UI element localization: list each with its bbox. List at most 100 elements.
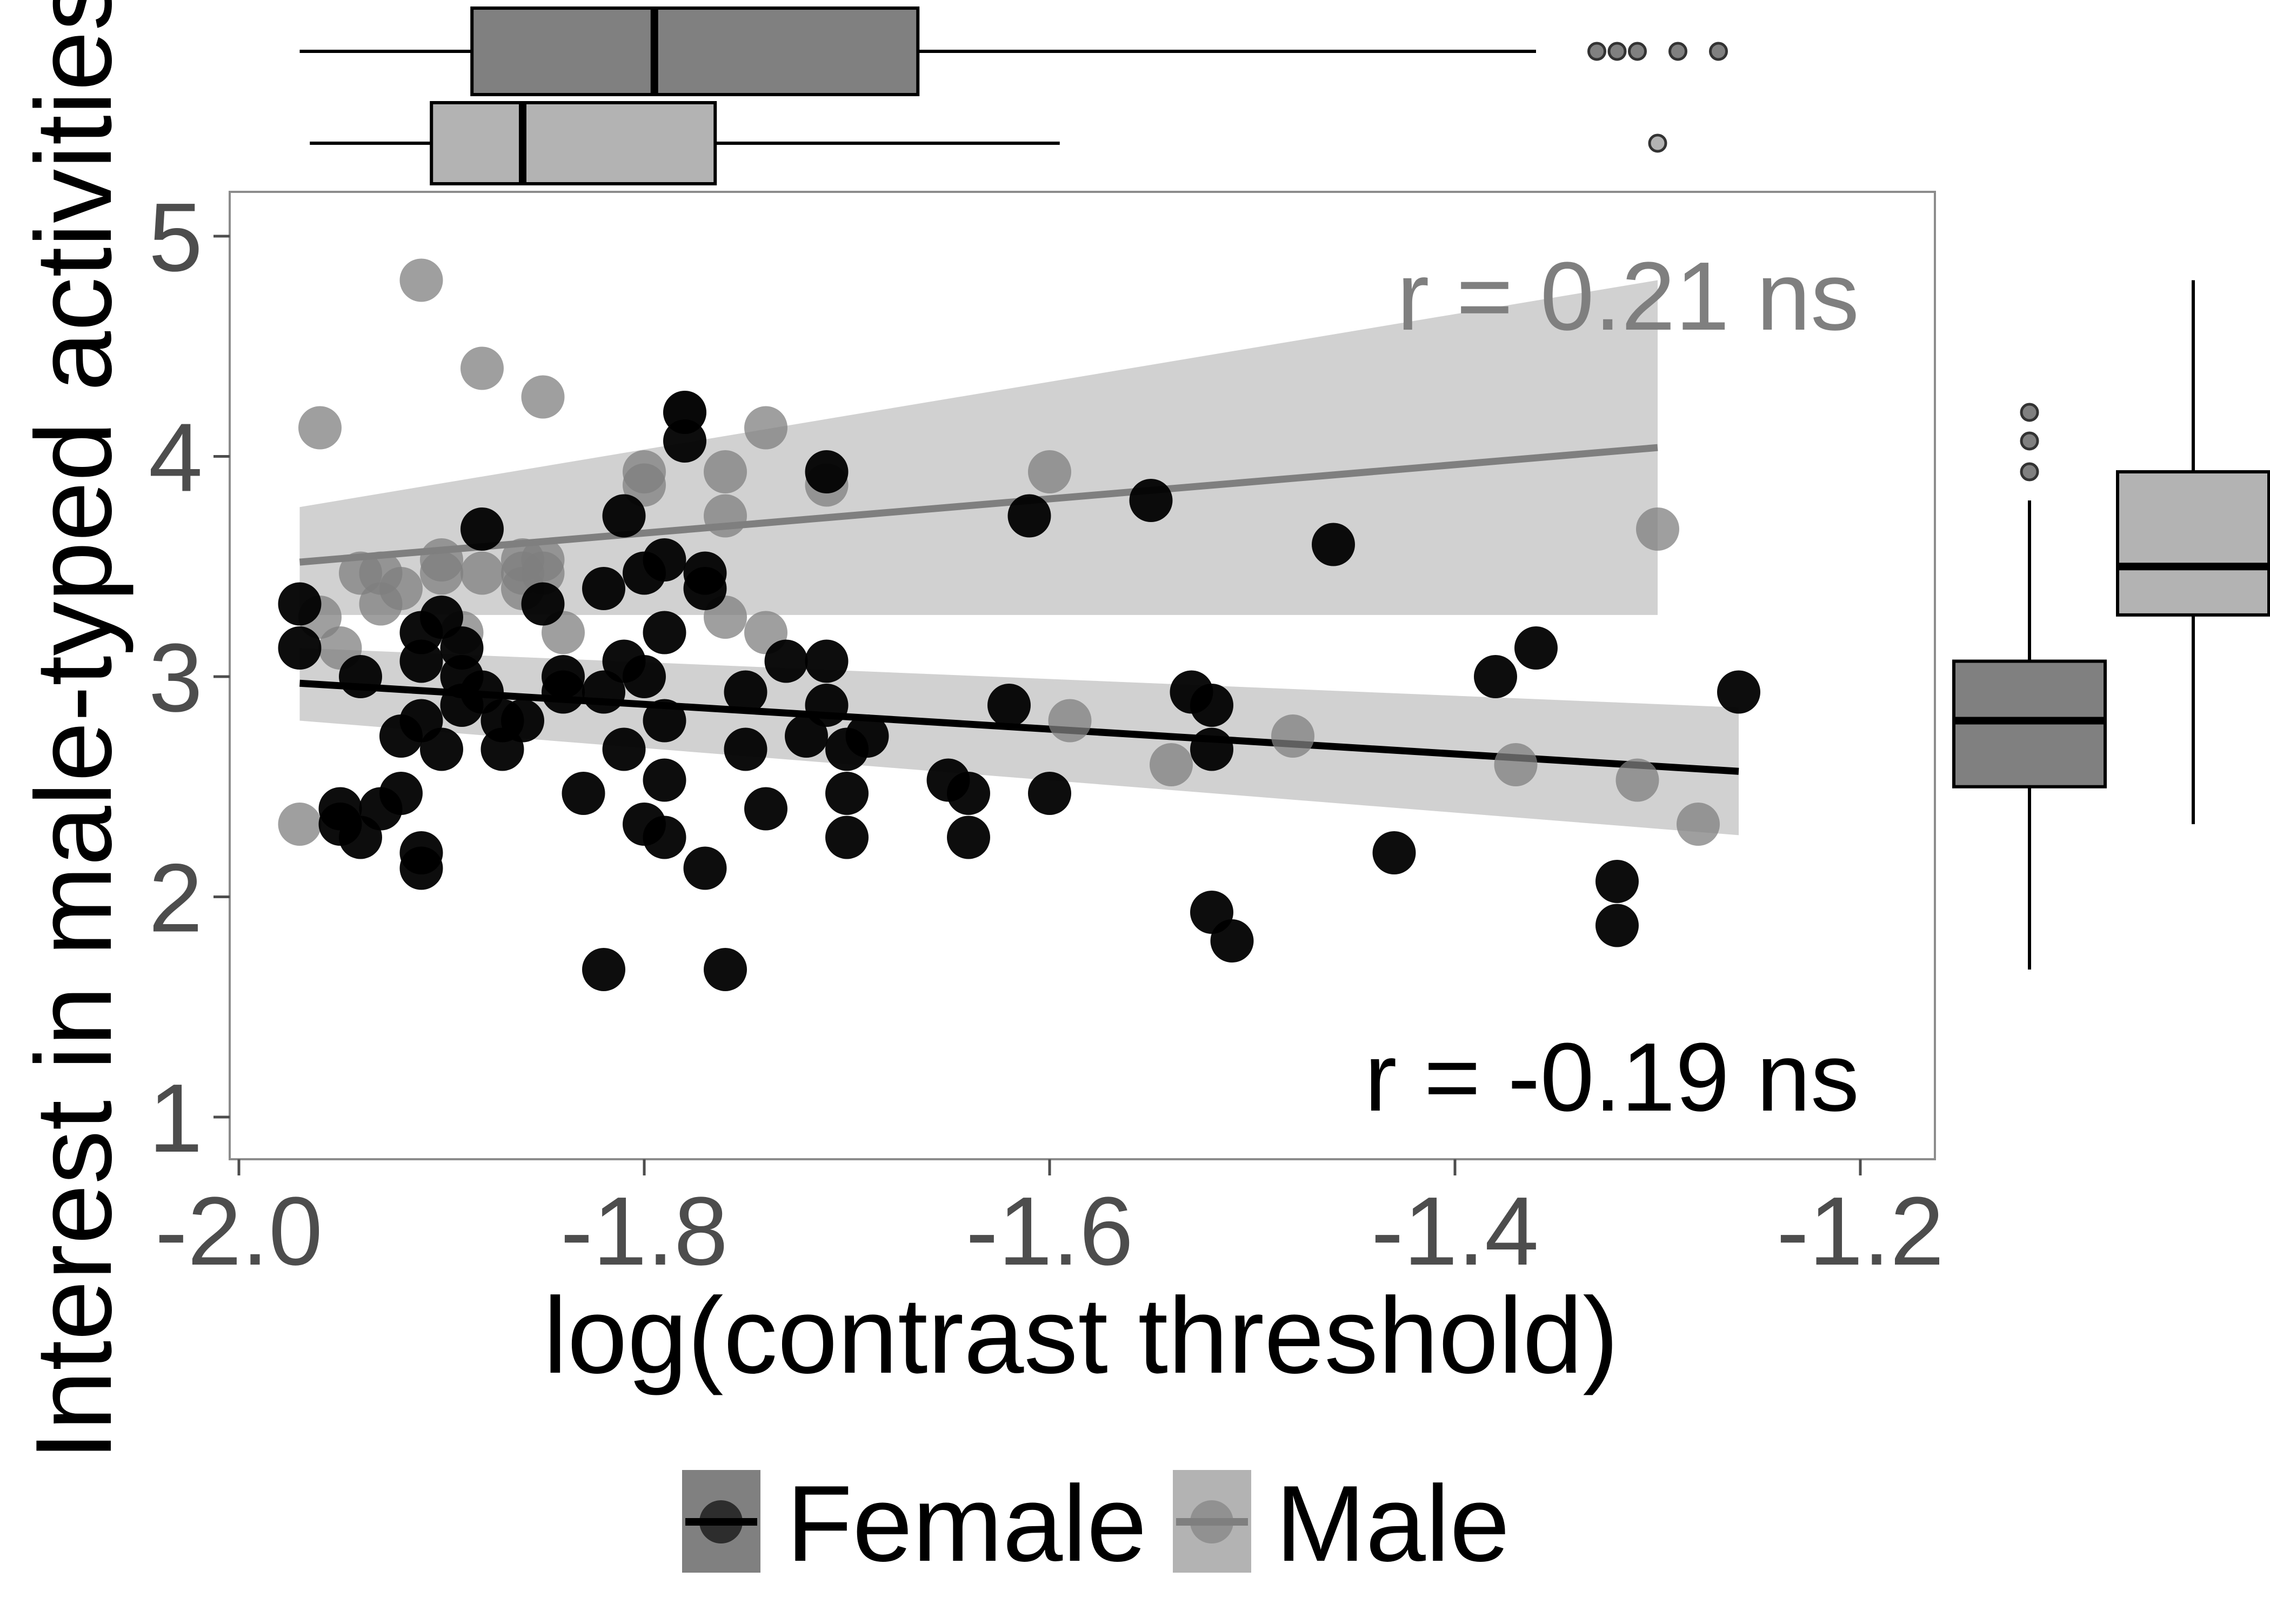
data-point-female: [582, 947, 625, 991]
data-point-female: [643, 816, 686, 859]
y-tick-label: 5: [149, 183, 203, 292]
axes: -2.0 -1.8 -1.6 -1.4 -1.2 1 2 3 4 5: [149, 183, 1944, 1286]
legend-label-female: Female: [786, 1463, 1147, 1584]
data-point-female: [704, 947, 747, 991]
data-point-male: [399, 258, 443, 302]
data-point-female: [460, 507, 504, 551]
data-point-female: [1190, 683, 1233, 727]
data-point-female: [339, 655, 382, 698]
top-outlier-female: [1607, 42, 1627, 61]
right-outlier-female: [2020, 403, 2039, 422]
data-point-female: [379, 771, 423, 815]
data-point-female: [420, 727, 463, 771]
data-point-female: [399, 846, 443, 890]
data-point-female: [582, 670, 625, 714]
x-tick-label: -2.0: [155, 1177, 323, 1286]
data-point-female: [683, 846, 727, 890]
data-point-female: [805, 450, 849, 494]
top-outlier-female: [1709, 42, 1728, 61]
data-point-female: [1372, 831, 1416, 874]
data-point-female: [947, 816, 990, 859]
data-point-male: [420, 538, 463, 582]
x-axis-label: log(contrast threshold): [543, 1275, 1619, 1396]
data-point-female: [724, 670, 767, 714]
right-outlier-female: [2020, 431, 2039, 451]
data-point-female: [602, 494, 646, 538]
x-tick-label: -1.2: [1777, 1177, 1944, 1286]
data-point-female: [1190, 727, 1233, 771]
data-point-female: [683, 551, 727, 595]
data-point-female: [825, 771, 869, 815]
legend: Female Male: [682, 1463, 1510, 1584]
data-point-female: [1312, 523, 1355, 566]
legend-point-female: [699, 1500, 743, 1543]
data-point-female: [562, 771, 605, 815]
data-point-male: [278, 803, 322, 846]
data-point-male: [379, 567, 423, 610]
data-point-female: [947, 771, 990, 815]
y-tick-label: 3: [149, 624, 203, 732]
top-box-male: [430, 101, 717, 185]
top-box-female: [470, 6, 920, 96]
data-point-female: [501, 699, 544, 743]
data-point-female: [1474, 655, 1517, 698]
y-tick-label: 1: [149, 1064, 203, 1173]
right-marginal-boxplots: [1952, 280, 2270, 970]
data-point-female: [663, 391, 706, 434]
data-point-female: [1514, 626, 1558, 670]
data-point-male: [1028, 450, 1071, 494]
data-point-female: [1595, 859, 1639, 903]
data-point-male: [521, 538, 565, 582]
right-box-male: [2116, 470, 2270, 617]
data-point-female: [643, 611, 686, 654]
legend-label-male: Male: [1276, 1463, 1510, 1584]
top-outlier-female: [1668, 42, 1687, 61]
female-correlation-annotation: r = -0.19 ns: [1365, 1023, 1859, 1132]
y-tick-label: 4: [149, 404, 203, 512]
data-point-female: [1595, 904, 1639, 947]
male-correlation-annotation: r = 0.21 ns: [1397, 242, 1859, 351]
data-point-female: [278, 582, 322, 626]
y-tick-label: 2: [149, 844, 203, 953]
x-tick-label: -1.6: [966, 1177, 1133, 1286]
data-point-male: [298, 406, 342, 450]
data-point-female: [744, 787, 787, 831]
data-point-female: [1210, 919, 1254, 963]
data-point-male: [623, 450, 666, 494]
data-point-male: [1150, 743, 1193, 786]
data-point-female: [724, 727, 767, 771]
data-point-male: [704, 494, 747, 538]
data-point-male: [521, 375, 565, 419]
data-point-female: [1717, 670, 1760, 714]
data-point-female: [1028, 771, 1071, 815]
data-point-female: [440, 626, 484, 670]
data-point-female: [602, 727, 646, 771]
data-point-female: [623, 655, 666, 698]
data-point-female: [764, 639, 808, 683]
data-point-female: [805, 639, 849, 683]
data-point-female: [845, 714, 889, 758]
data-point-female: [643, 538, 686, 582]
y-axis-label: Interest in male-typed activities: [14, 0, 134, 1461]
data-point-female: [542, 655, 585, 698]
data-point-male: [1677, 803, 1720, 846]
x-tick-label: -1.8: [560, 1177, 728, 1286]
data-point-female: [825, 816, 869, 859]
data-point-male: [704, 450, 747, 494]
data-point-female: [582, 567, 625, 610]
data-point-male: [1494, 743, 1538, 786]
data-point-female: [987, 683, 1031, 727]
data-point-female: [805, 683, 849, 727]
legend-point-male: [1190, 1500, 1233, 1543]
top-marginal-boxplots: [299, 6, 1728, 185]
data-point-female: [521, 582, 565, 626]
data-point-male: [1636, 507, 1679, 551]
data-point-male: [1271, 714, 1314, 758]
data-point-female: [785, 714, 828, 758]
data-point-female: [1129, 479, 1173, 522]
confidence-band-female: [299, 648, 1739, 836]
data-point-female: [1007, 494, 1051, 538]
data-point-female: [643, 699, 686, 743]
